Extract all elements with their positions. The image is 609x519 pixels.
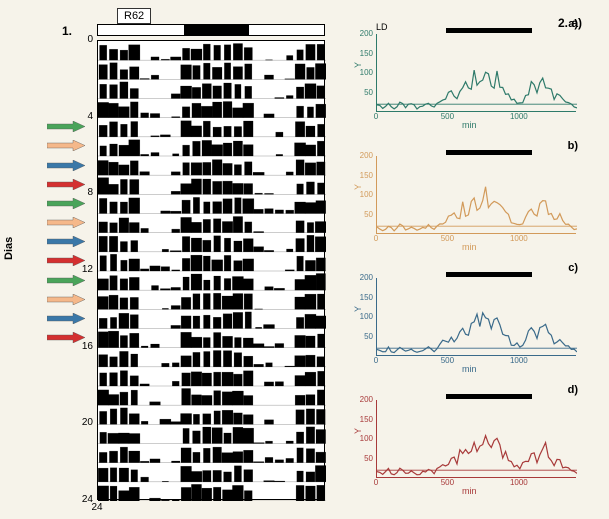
mini-x-tick: 500 bbox=[435, 478, 459, 487]
mini-x-tick: 0 bbox=[364, 356, 388, 365]
actogram-y-tick: 4 bbox=[73, 111, 93, 122]
mini-panel-label: b) bbox=[568, 140, 578, 152]
mini-y-tick: 200 bbox=[357, 395, 373, 404]
mini-x-tick: 500 bbox=[435, 234, 459, 243]
mini-line-series bbox=[377, 34, 577, 112]
actogram-raster bbox=[98, 41, 326, 501]
mini-y-tick: 50 bbox=[357, 332, 373, 341]
mini-x-label: min bbox=[462, 120, 477, 130]
mini-y-tick: 150 bbox=[357, 171, 373, 180]
mini-plot-area bbox=[376, 400, 576, 478]
mini-y-tick: 50 bbox=[357, 88, 373, 97]
mini-ld-bar bbox=[446, 272, 532, 277]
subject-id-label: R62 bbox=[117, 8, 151, 24]
mini-x-tick: 500 bbox=[435, 356, 459, 365]
mini-x-tick: 1000 bbox=[507, 234, 531, 243]
mini-line-series bbox=[377, 156, 577, 234]
ld-bar-top bbox=[97, 24, 325, 36]
mini-y-tick: 100 bbox=[357, 190, 373, 199]
mini-y-tick: 150 bbox=[357, 293, 373, 302]
mini-panel-label: c) bbox=[568, 262, 578, 274]
mini-y-tick: 200 bbox=[357, 151, 373, 160]
mini-ld-bar bbox=[446, 28, 532, 33]
mini-y-tick: 100 bbox=[357, 312, 373, 321]
mini-ld-bar bbox=[446, 150, 532, 155]
arrow-red bbox=[47, 332, 85, 343]
actogram-y-tick: 20 bbox=[73, 417, 93, 428]
arrow-blue bbox=[47, 160, 85, 171]
actogram-y-tick: 0 bbox=[73, 34, 93, 45]
panel-1-label: 1. bbox=[62, 24, 72, 38]
mini-y-tick: 200 bbox=[357, 29, 373, 38]
mini-x-tick: 1000 bbox=[507, 478, 531, 487]
mini-x-label: min bbox=[462, 242, 477, 252]
arrow-green bbox=[47, 198, 85, 209]
mini-line-series bbox=[377, 400, 577, 478]
mini-x-label: min bbox=[462, 364, 477, 374]
arrow-blue bbox=[47, 313, 85, 324]
mini-x-tick: 0 bbox=[364, 478, 388, 487]
ld-text: LD bbox=[376, 22, 388, 32]
ld-bar-dark-segment bbox=[184, 25, 250, 35]
arrow-peach bbox=[47, 140, 85, 151]
actogram-x-tick: 24 bbox=[87, 502, 107, 513]
arrow-green bbox=[47, 275, 85, 286]
mini-plot-area bbox=[376, 278, 576, 356]
mini-line-series bbox=[377, 278, 577, 356]
mini-y-tick: 150 bbox=[357, 49, 373, 58]
mini-y-tick: 100 bbox=[357, 434, 373, 443]
arrow-red bbox=[47, 179, 85, 190]
mini-chart-d: d)Ymin5010015020005001000 bbox=[352, 388, 582, 496]
mini-y-tick: 50 bbox=[357, 210, 373, 219]
arrow-green bbox=[47, 121, 85, 132]
mini-panel-label: d) bbox=[568, 384, 578, 396]
mini-x-tick: 0 bbox=[364, 112, 388, 121]
mini-x-tick: 1000 bbox=[507, 112, 531, 121]
arrow-red bbox=[47, 255, 85, 266]
arrow-peach bbox=[47, 294, 85, 305]
mini-ld-bar bbox=[446, 394, 532, 399]
mini-x-tick: 500 bbox=[435, 112, 459, 121]
mini-y-tick: 50 bbox=[357, 454, 373, 463]
mini-plot-area bbox=[376, 34, 576, 112]
actogram-panel bbox=[97, 40, 325, 500]
arrow-blue bbox=[47, 236, 85, 247]
mini-x-label: min bbox=[462, 486, 477, 496]
mini-plot-area bbox=[376, 156, 576, 234]
mini-x-tick: 1000 bbox=[507, 356, 531, 365]
dias-axis-label: Dias bbox=[3, 237, 15, 260]
mini-panel-label: a) bbox=[568, 18, 578, 30]
mini-chart-c: c)Ymin5010015020005001000 bbox=[352, 266, 582, 374]
mini-y-tick: 100 bbox=[357, 68, 373, 77]
mini-chart-a: a)LDYmin5010015020005001000 bbox=[352, 22, 582, 130]
mini-x-tick: 0 bbox=[364, 234, 388, 243]
mini-chart-b: b)Ymin5010015020005001000 bbox=[352, 144, 582, 252]
mini-y-tick: 200 bbox=[357, 273, 373, 282]
mini-y-tick: 150 bbox=[357, 415, 373, 424]
arrow-peach bbox=[47, 217, 85, 228]
